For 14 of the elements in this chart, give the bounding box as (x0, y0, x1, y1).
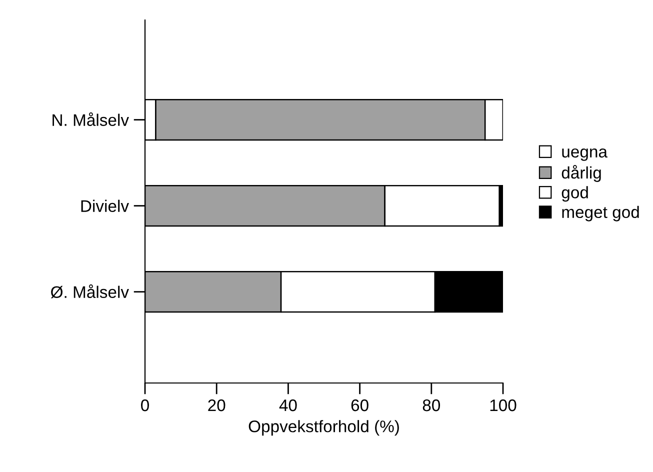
x-tick-label: 100 (490, 399, 516, 412)
legend-label: uegna (562, 148, 608, 161)
x-axis-title: Oppvekstforhold (%) (248, 420, 399, 436)
y-tick-label: Divielv (81, 200, 129, 212)
y-tick-label: Ø. Målselv (50, 284, 129, 298)
y-tick-label: N. Målselv (52, 112, 129, 126)
x-tick-label: 20 (208, 399, 226, 412)
x-tick-label: 80 (422, 399, 440, 412)
legend-label: dårlig (562, 165, 601, 182)
x-tick-label: 60 (351, 399, 368, 412)
x-tick-label: 0 (141, 399, 149, 412)
legend-label: meget god (562, 206, 639, 222)
x-tick-label: 40 (279, 399, 297, 412)
legend-label: god (562, 186, 588, 202)
